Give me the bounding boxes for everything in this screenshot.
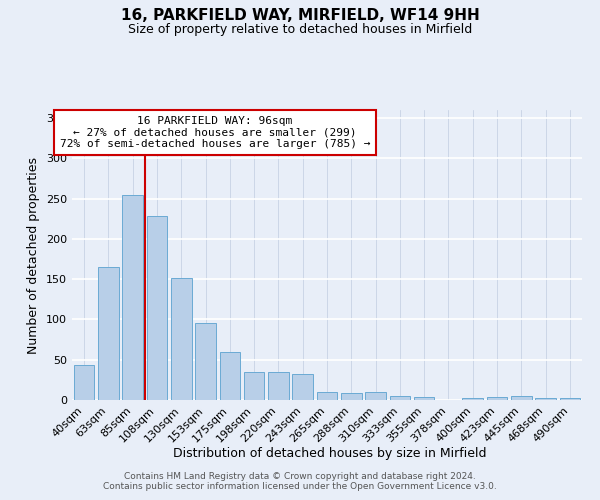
Bar	[535, 398, 556, 400]
Bar	[244, 372, 265, 400]
Bar	[487, 397, 508, 400]
Bar	[365, 392, 386, 400]
Bar	[389, 396, 410, 400]
Bar	[171, 278, 191, 400]
Bar	[122, 194, 143, 400]
Bar	[560, 398, 580, 400]
Text: 16, PARKFIELD WAY, MIRFIELD, WF14 9HH: 16, PARKFIELD WAY, MIRFIELD, WF14 9HH	[121, 8, 479, 22]
Text: Contains HM Land Registry data © Crown copyright and database right 2024.: Contains HM Land Registry data © Crown c…	[124, 472, 476, 481]
Text: Distribution of detached houses by size in Mirfield: Distribution of detached houses by size …	[173, 448, 487, 460]
Text: 16 PARKFIELD WAY: 96sqm
← 27% of detached houses are smaller (299)
72% of semi-d: 16 PARKFIELD WAY: 96sqm ← 27% of detache…	[59, 116, 370, 149]
Bar	[511, 396, 532, 400]
Text: Size of property relative to detached houses in Mirfield: Size of property relative to detached ho…	[128, 22, 472, 36]
Bar	[98, 267, 119, 400]
Bar	[268, 372, 289, 400]
Bar	[463, 398, 483, 400]
Bar	[220, 352, 240, 400]
Bar	[195, 324, 216, 400]
Bar	[74, 366, 94, 400]
Text: Contains public sector information licensed under the Open Government Licence v3: Contains public sector information licen…	[103, 482, 497, 491]
Bar	[341, 393, 362, 400]
Y-axis label: Number of detached properties: Number of detached properties	[28, 156, 40, 354]
Bar	[292, 374, 313, 400]
Bar	[414, 397, 434, 400]
Bar	[146, 216, 167, 400]
Bar	[317, 392, 337, 400]
